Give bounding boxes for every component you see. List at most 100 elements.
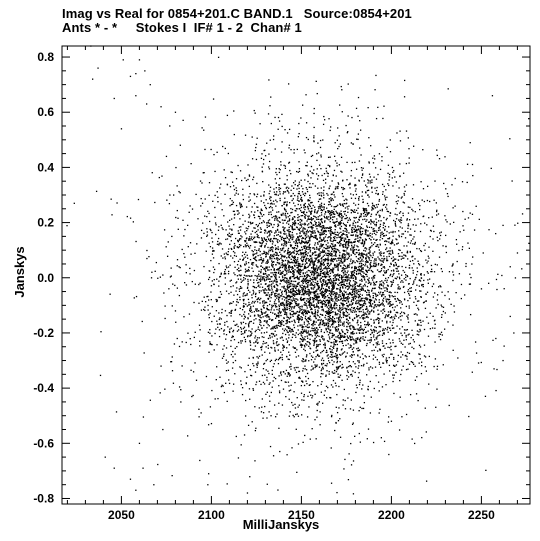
data-point (329, 317, 331, 319)
data-point (242, 306, 245, 308)
data-point (233, 320, 235, 322)
data-point (335, 406, 337, 408)
data-point (307, 246, 309, 248)
data-point (357, 354, 359, 356)
data-point (321, 233, 323, 235)
data-point (329, 347, 331, 350)
data-point (277, 271, 280, 273)
data-point (212, 249, 214, 252)
data-point (389, 317, 392, 319)
data-point (328, 318, 330, 321)
data-point (399, 211, 402, 213)
data-point (385, 360, 388, 362)
data-point (380, 254, 382, 257)
data-point (267, 298, 269, 300)
data-point (343, 281, 345, 283)
data-point (315, 259, 317, 261)
data-point (403, 257, 405, 259)
data-point (338, 255, 341, 257)
data-point (283, 228, 285, 230)
data-point (344, 265, 347, 267)
data-point (237, 210, 239, 212)
data-point (284, 297, 287, 299)
data-point (292, 267, 294, 269)
data-point (233, 224, 235, 226)
data-point (311, 274, 313, 276)
data-point (308, 186, 311, 188)
data-point (375, 204, 378, 206)
data-point (308, 302, 311, 304)
data-point (352, 326, 355, 328)
data-point (255, 264, 257, 266)
data-point (319, 278, 321, 280)
data-point (369, 246, 372, 248)
data-point (159, 276, 162, 278)
data-point (323, 215, 325, 217)
data-point (314, 366, 316, 369)
data-point (392, 319, 394, 321)
data-point (199, 340, 201, 342)
data-point (224, 268, 227, 271)
data-point (337, 321, 340, 324)
data-point (331, 323, 333, 325)
data-point (345, 315, 347, 318)
data-point (224, 177, 227, 179)
data-point (272, 380, 274, 382)
data-point (253, 241, 255, 243)
data-point (365, 269, 367, 271)
data-point (320, 277, 322, 279)
data-point (310, 223, 313, 225)
data-point (259, 254, 261, 256)
data-point (389, 151, 392, 153)
data-point (290, 363, 292, 365)
data-point (210, 343, 212, 346)
data-point (320, 204, 323, 206)
data-point (375, 264, 377, 266)
data-point (322, 233, 324, 235)
data-point (302, 263, 304, 265)
data-point (308, 290, 310, 292)
data-point (214, 170, 216, 173)
data-point (251, 230, 254, 232)
data-point (353, 260, 355, 262)
data-point (332, 240, 334, 243)
data-point (492, 339, 494, 341)
data-point (282, 265, 284, 267)
data-point (293, 187, 295, 189)
data-point (341, 367, 343, 369)
data-point (380, 252, 382, 255)
data-point (297, 192, 300, 195)
data-point (303, 299, 305, 301)
data-point (347, 275, 349, 277)
data-point (99, 374, 102, 377)
data-point (340, 281, 342, 283)
data-point (384, 243, 387, 246)
data-point (411, 361, 414, 364)
data-point (401, 416, 403, 418)
data-point (300, 224, 302, 227)
data-point (345, 258, 347, 260)
data-point (240, 269, 242, 272)
data-point (340, 302, 342, 304)
data-point (229, 243, 231, 246)
data-point (374, 224, 376, 226)
data-point (350, 193, 352, 195)
data-point (350, 254, 352, 256)
data-point (373, 349, 375, 351)
data-point (370, 226, 373, 229)
data-point (312, 247, 314, 249)
data-point (357, 324, 359, 326)
data-point (291, 265, 293, 268)
data-point (231, 248, 233, 251)
data-point (300, 196, 303, 199)
data-point (425, 431, 427, 433)
data-point (350, 234, 352, 236)
data-point (371, 299, 373, 302)
data-point (317, 311, 319, 313)
data-point (289, 230, 292, 233)
data-point (400, 311, 403, 313)
data-point (328, 297, 331, 299)
data-point (309, 317, 311, 319)
data-point (236, 298, 238, 301)
data-point (310, 177, 312, 179)
